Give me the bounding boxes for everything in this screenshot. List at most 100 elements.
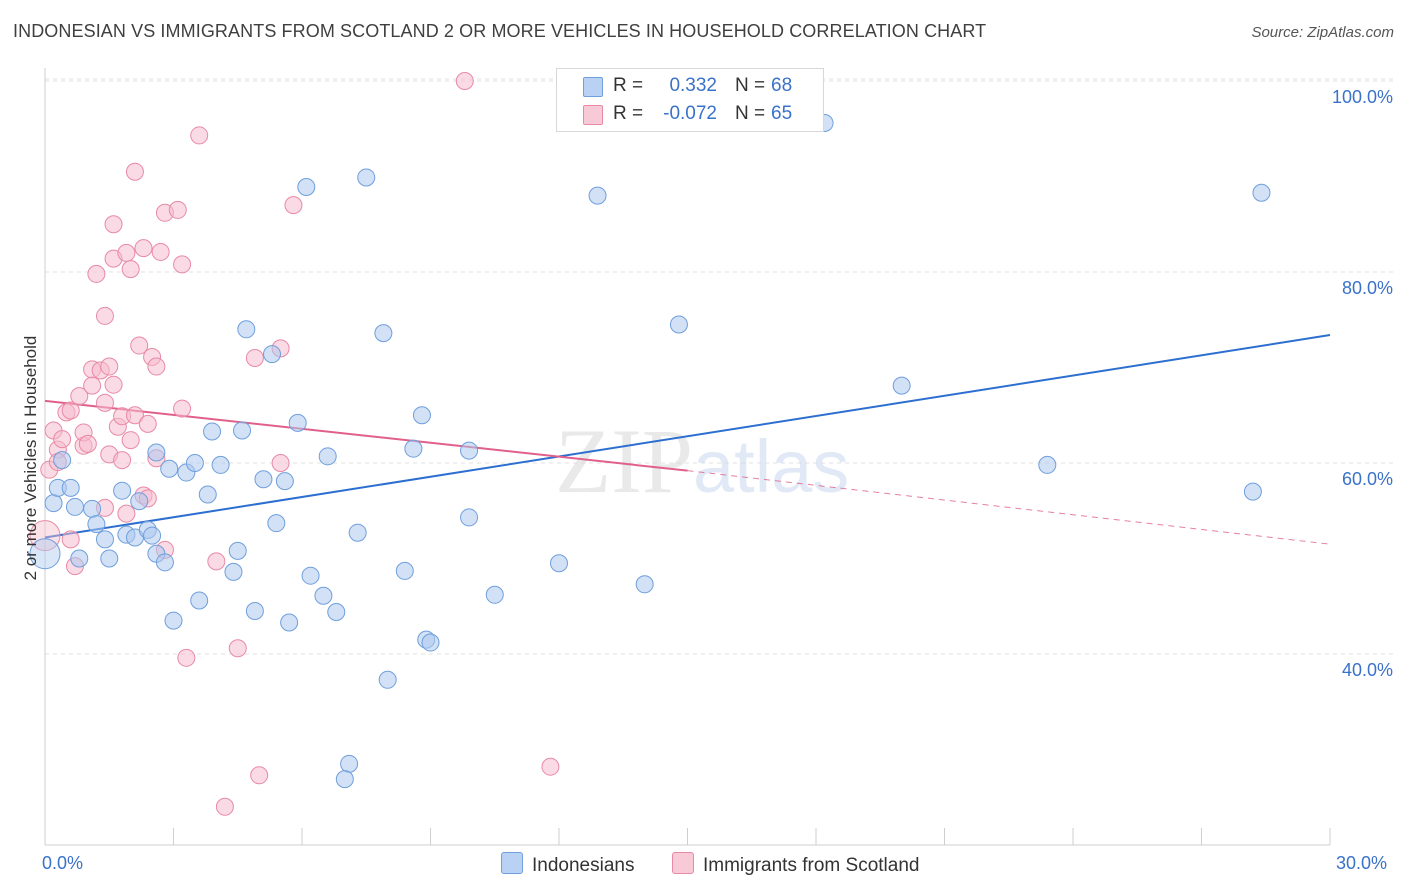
scotland-point-51 bbox=[207, 552, 226, 571]
legend-row-indonesians: R = 0.332 N = 68 bbox=[557, 73, 823, 99]
series-scotland-points bbox=[29, 72, 560, 816]
gridlines bbox=[45, 78, 1394, 655]
bottom-legend-indonesians: Indonesians bbox=[501, 852, 634, 877]
chart-title: INDONESIAN VS IMMIGRANTS FROM SCOTLAND 2… bbox=[13, 21, 987, 41]
indonesians-point-45 bbox=[335, 770, 354, 789]
legend-n-value: 68 bbox=[771, 75, 793, 96]
indonesians-point-32 bbox=[245, 602, 264, 621]
indonesians-point-49 bbox=[378, 670, 397, 689]
scotland-point-13 bbox=[78, 434, 97, 453]
indonesians-point-47 bbox=[357, 168, 376, 187]
indonesians-point-54 bbox=[404, 439, 423, 458]
indonesians-point-37 bbox=[280, 613, 299, 632]
indonesians-point-53 bbox=[421, 633, 440, 652]
scotland-point-20 bbox=[100, 357, 119, 376]
y-axis-label: 2 or more Vehicles in Household bbox=[21, 335, 40, 581]
indonesians-point-3 bbox=[53, 451, 72, 470]
indonesians-point-36 bbox=[275, 472, 294, 491]
scotland-point-5 bbox=[53, 430, 72, 449]
watermark-atlas: atlas bbox=[693, 425, 849, 508]
scotland-point-32 bbox=[121, 260, 140, 279]
watermark: ZIPatlas bbox=[555, 410, 849, 512]
indonesians-point-59 bbox=[588, 186, 607, 205]
indonesians-point-8 bbox=[87, 515, 106, 534]
source-credit: Source: ZipAtlas.com bbox=[1251, 24, 1394, 41]
indonesians-point-46 bbox=[348, 523, 367, 542]
scotland-point-34 bbox=[125, 406, 144, 425]
scotland-point-55 bbox=[250, 766, 269, 785]
indonesians-point-5 bbox=[65, 497, 84, 516]
indonesians-point-14 bbox=[130, 492, 149, 511]
indonesians-point-7 bbox=[83, 499, 102, 518]
x-tick-label-0: 0.0% bbox=[42, 853, 84, 873]
legend-r-value: -0.072 bbox=[663, 103, 717, 124]
legend-swatch-pink bbox=[583, 105, 603, 125]
indonesians-point-64 bbox=[1038, 455, 1057, 474]
series-indonesians-points bbox=[29, 114, 1271, 789]
y-tick-label-1: 60.0% bbox=[1341, 469, 1393, 489]
scotland-point-33 bbox=[125, 162, 144, 181]
legend-r-value: 0.332 bbox=[669, 75, 717, 96]
scotland-point-30 bbox=[117, 243, 136, 262]
indonesians-point-40 bbox=[301, 566, 320, 585]
correlation-legend: R = 0.332 N = 68 R = -0.072 N = 65 bbox=[556, 68, 824, 132]
axes bbox=[44, 68, 1331, 846]
indonesians-point-23 bbox=[185, 454, 204, 472]
scotland-point-7 bbox=[61, 401, 80, 420]
scotland-point-15 bbox=[83, 376, 102, 395]
indonesians-point-31 bbox=[237, 320, 256, 339]
scotland-point-24 bbox=[104, 375, 123, 394]
indonesians-point-16 bbox=[143, 526, 162, 545]
scotland-point-18 bbox=[95, 393, 114, 412]
indonesians-point-56 bbox=[460, 441, 479, 460]
legend-swatch-blue bbox=[583, 77, 603, 97]
indonesians-point-65 bbox=[1243, 482, 1262, 501]
scotland-point-59 bbox=[455, 72, 474, 90]
indonesians-point-57 bbox=[485, 585, 504, 604]
scotland-point-39 bbox=[138, 414, 157, 433]
scotland-point-53 bbox=[228, 639, 247, 658]
indonesians-point-24 bbox=[190, 591, 209, 610]
indonesians-point-66 bbox=[1252, 183, 1271, 202]
trend-line-indonesians bbox=[44, 334, 1331, 539]
legend-n-value: 65 bbox=[771, 103, 793, 124]
legend-label-indonesians: Indonesians bbox=[532, 855, 635, 876]
scotland-point-35 bbox=[130, 336, 149, 355]
scotland-point-31 bbox=[121, 431, 140, 450]
indonesians-point-20 bbox=[155, 553, 174, 572]
indonesians-point-61 bbox=[669, 315, 688, 334]
indonesians-point-33 bbox=[254, 470, 273, 489]
indonesians-point-41 bbox=[314, 586, 333, 605]
scotland-point-29 bbox=[117, 504, 136, 523]
indonesians-point-38 bbox=[288, 413, 307, 432]
indonesians-point-6 bbox=[70, 549, 89, 568]
indonesians-point-50 bbox=[395, 561, 414, 580]
indonesians-point-42 bbox=[318, 447, 337, 466]
legend-label-scotland: Immigrants from Scotland bbox=[703, 855, 920, 876]
scotland-point-47 bbox=[173, 399, 192, 418]
scotland-point-58 bbox=[271, 454, 290, 472]
indonesians-point-1 bbox=[44, 494, 63, 513]
indonesians-point-0 bbox=[29, 538, 61, 570]
indonesians-point-29 bbox=[228, 541, 247, 560]
indonesians-point-58 bbox=[550, 554, 568, 573]
scotland-point-16 bbox=[87, 264, 106, 283]
legend-r-label: R = bbox=[613, 103, 644, 124]
indonesians-point-63 bbox=[892, 376, 911, 395]
legend-n-label: N = bbox=[735, 75, 766, 96]
indonesians-point-30 bbox=[233, 421, 252, 440]
legend-swatch-pink bbox=[672, 852, 694, 874]
indonesians-point-43 bbox=[327, 602, 346, 621]
indonesians-point-9 bbox=[95, 530, 114, 549]
indonesians-point-35 bbox=[267, 514, 286, 533]
legend-row-scotland: R = -0.072 N = 65 bbox=[557, 101, 823, 127]
scotland-point-36 bbox=[134, 239, 153, 258]
scotland-point-50 bbox=[190, 126, 209, 145]
indonesians-point-44 bbox=[340, 754, 359, 773]
indonesians-point-60 bbox=[635, 575, 654, 594]
indonesians-point-4 bbox=[61, 478, 80, 497]
indonesians-point-17 bbox=[147, 443, 166, 462]
legend-swatch-blue bbox=[501, 852, 523, 874]
trend-line-scotland-extension bbox=[687, 470, 1331, 545]
scotland-point-43 bbox=[151, 242, 170, 261]
